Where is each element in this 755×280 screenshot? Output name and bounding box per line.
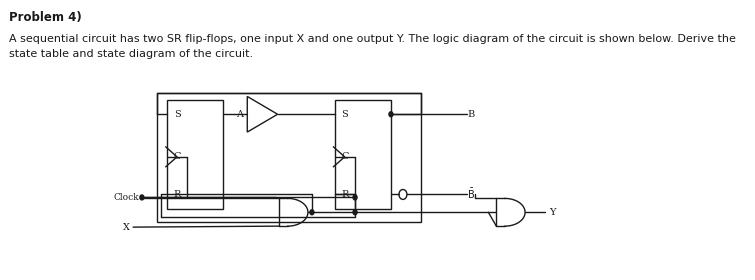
Text: A sequential circuit has two SR flip-flops, one input X and one output Y. The lo: A sequential circuit has two SR flip-flo…: [9, 34, 736, 44]
Circle shape: [389, 112, 393, 117]
Text: R: R: [341, 190, 349, 199]
Text: C: C: [341, 152, 349, 161]
Bar: [157, 94, 421, 222]
Text: state table and state diagram of the circuit.: state table and state diagram of the cir…: [9, 49, 254, 59]
Text: Clock: Clock: [113, 193, 139, 202]
Text: X: X: [123, 223, 130, 232]
Bar: [168, 101, 223, 209]
Text: $\bar{\rm B}$: $\bar{\rm B}$: [467, 187, 475, 202]
Text: Problem 4): Problem 4): [9, 11, 82, 24]
Circle shape: [353, 210, 357, 215]
Text: B: B: [467, 110, 474, 119]
Text: C: C: [174, 152, 181, 161]
Circle shape: [310, 210, 314, 215]
Text: Y: Y: [549, 208, 556, 217]
Text: R: R: [174, 190, 181, 199]
Circle shape: [353, 195, 357, 200]
Circle shape: [140, 195, 144, 200]
Text: S: S: [174, 110, 180, 119]
Bar: [335, 101, 391, 209]
Text: A: A: [236, 110, 243, 119]
Text: S: S: [341, 110, 348, 119]
